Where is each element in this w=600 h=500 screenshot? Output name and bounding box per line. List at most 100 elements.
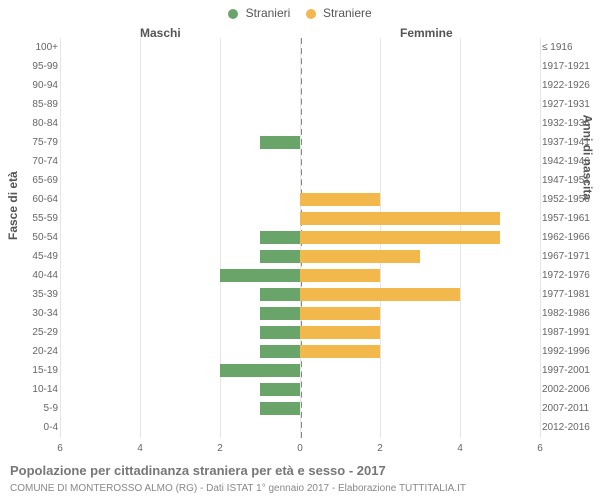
age-row: 70-741942-1946 [60,152,540,171]
age-row: 25-291987-1991 [60,323,540,342]
age-row: 10-142002-2006 [60,380,540,399]
bar-male [260,383,300,396]
birth-year-label: 1917-1921 [542,57,598,76]
bar-female [300,307,380,320]
x-tick-label: 4 [137,443,143,454]
age-label: 40-44 [2,266,58,285]
bar-male [260,250,300,263]
legend: Stranieri Straniere [0,6,600,20]
birth-year-label: 1982-1986 [542,304,598,323]
age-label: 15-19 [2,361,58,380]
x-tick-label: 4 [457,443,463,454]
bar-male [260,307,300,320]
birth-year-label: 1942-1946 [542,152,598,171]
age-row: 50-541962-1966 [60,228,540,247]
age-row: 85-891927-1931 [60,95,540,114]
age-row: 100+≤ 1916 [60,38,540,57]
birth-year-label: 1927-1931 [542,95,598,114]
age-label: 100+ [2,38,58,57]
age-label: 60-64 [2,190,58,209]
birth-year-label: 1992-1996 [542,342,598,361]
chart-subtitle: COMUNE DI MONTEROSSO ALMO (RG) - Dati IS… [10,483,466,494]
age-row: 20-241992-1996 [60,342,540,361]
birth-year-label: 1967-1971 [542,247,598,266]
bar-female [300,326,380,339]
birth-year-label: 1952-1956 [542,190,598,209]
age-label: 65-69 [2,171,58,190]
bar-female [300,250,420,263]
birth-year-label: 2007-2011 [542,399,598,418]
birth-year-label: 1937-1941 [542,133,598,152]
legend-swatch-female [306,9,316,19]
x-tick-label: 0 [297,443,303,454]
x-tick-label: 2 [217,443,223,454]
age-row: 45-491967-1971 [60,247,540,266]
bar-male [260,231,300,244]
legend-label-female: Straniere [323,6,372,20]
age-label: 50-54 [2,228,58,247]
birth-year-label: 1962-1966 [542,228,598,247]
birth-year-label: 2012-2016 [542,418,598,437]
age-row: 90-941922-1926 [60,76,540,95]
legend-item-male: Stranieri [228,6,290,20]
age-label: 30-34 [2,304,58,323]
x-tick-label: 6 [537,443,543,454]
age-row: 5-92007-2011 [60,399,540,418]
bar-male [260,326,300,339]
birth-year-label: 2002-2006 [542,380,598,399]
chart-title: Popolazione per cittadinanza straniera p… [10,463,386,478]
bar-male [260,402,300,415]
birth-year-label: 1957-1961 [542,209,598,228]
age-label: 80-84 [2,114,58,133]
x-tick-label: 2 [377,443,383,454]
age-label: 85-89 [2,95,58,114]
age-label: 45-49 [2,247,58,266]
birth-year-label: 1977-1981 [542,285,598,304]
age-row: 95-991917-1921 [60,57,540,76]
age-row: 30-341982-1986 [60,304,540,323]
birth-year-label: ≤ 1916 [542,38,598,57]
age-label: 95-99 [2,57,58,76]
age-row: 35-391977-1981 [60,285,540,304]
birth-year-label: 1932-1936 [542,114,598,133]
population-pyramid-chart: Stranieri Straniere Maschi Femmine Fasce… [0,0,600,500]
birth-year-label: 1947-1951 [542,171,598,190]
plot-area: 6420246100+≤ 191695-991917-192190-941922… [60,38,540,438]
age-row: 40-441972-1976 [60,266,540,285]
bar-female [300,345,380,358]
legend-label-male: Stranieri [246,6,291,20]
bar-male [260,345,300,358]
birth-year-label: 1922-1926 [542,76,598,95]
legend-swatch-male [228,9,238,19]
age-row: 75-791937-1941 [60,133,540,152]
age-row: 80-841932-1936 [60,114,540,133]
age-label: 75-79 [2,133,58,152]
bar-female [300,212,500,225]
age-label: 5-9 [2,399,58,418]
age-row: 0-42012-2016 [60,418,540,437]
x-tick-label: 6 [57,443,63,454]
age-label: 35-39 [2,285,58,304]
age-row: 55-591957-1961 [60,209,540,228]
age-label: 25-29 [2,323,58,342]
age-row: 65-691947-1951 [60,171,540,190]
birth-year-label: 1972-1976 [542,266,598,285]
age-label: 55-59 [2,209,58,228]
age-label: 10-14 [2,380,58,399]
bar-male [220,364,300,377]
age-label: 20-24 [2,342,58,361]
age-row: 60-641952-1956 [60,190,540,209]
bar-female [300,193,380,206]
legend-item-female: Straniere [306,6,372,20]
bar-male [220,269,300,282]
bar-female [300,269,380,282]
birth-year-label: 1997-2001 [542,361,598,380]
age-label: 0-4 [2,418,58,437]
bar-male [260,288,300,301]
gridline [540,38,541,438]
age-label: 70-74 [2,152,58,171]
bar-female [300,231,500,244]
age-label: 90-94 [2,76,58,95]
bar-female [300,288,460,301]
birth-year-label: 1987-1991 [542,323,598,342]
